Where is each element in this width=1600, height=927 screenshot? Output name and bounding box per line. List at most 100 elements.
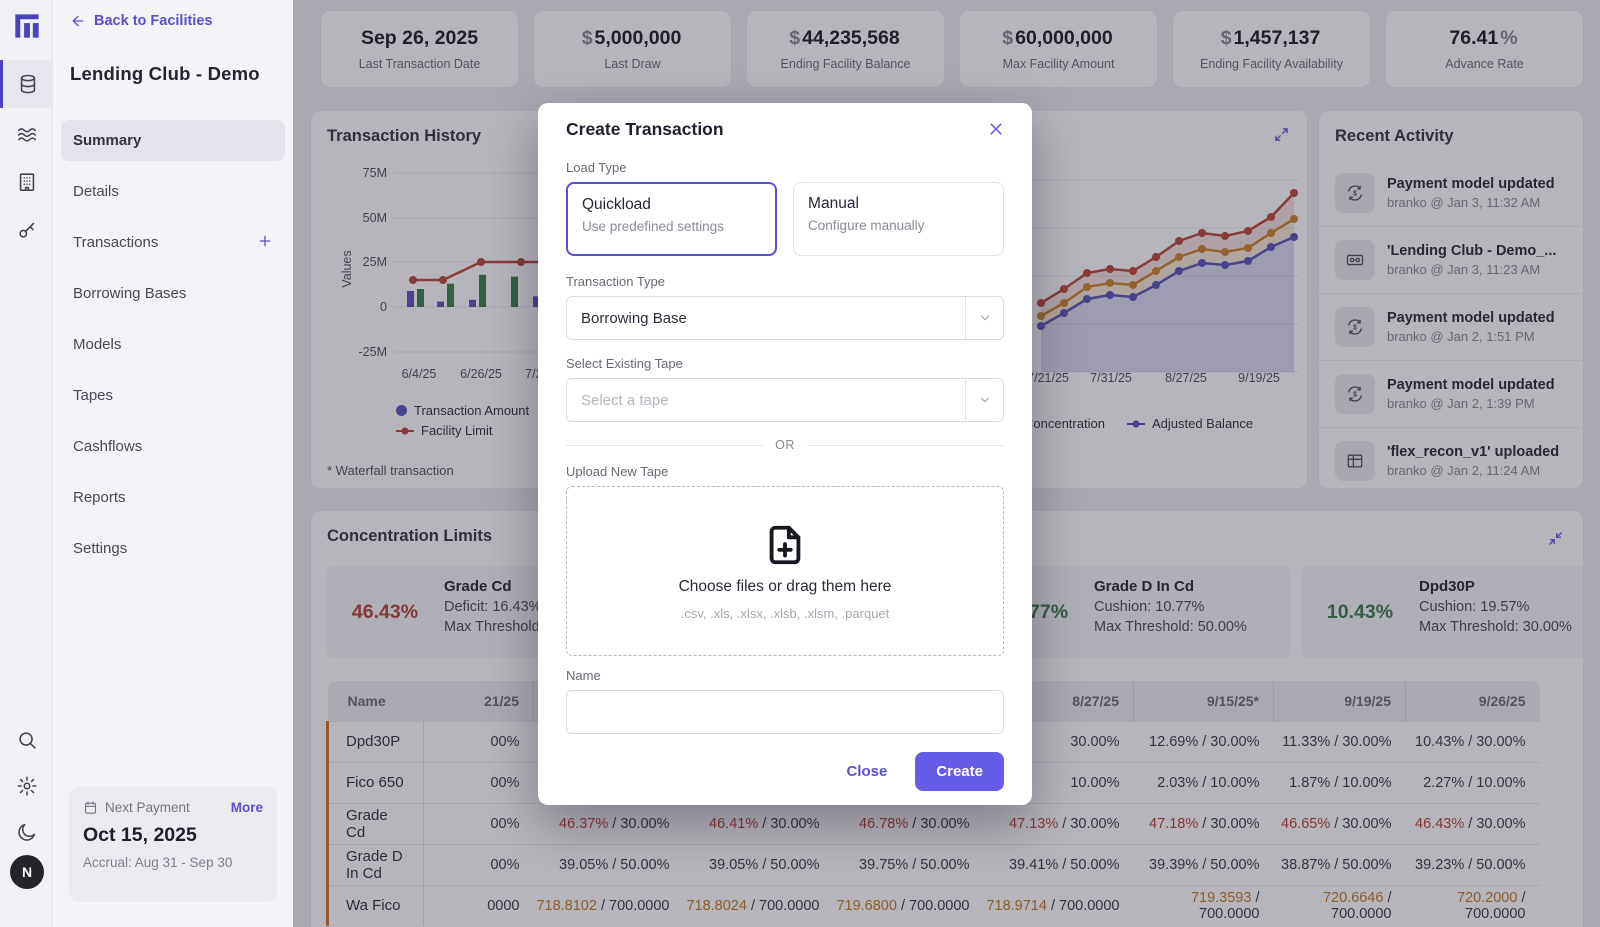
option-title: Manual: [808, 195, 859, 212]
stat-prefix: $: [1002, 27, 1014, 49]
activity-item[interactable]: 'flex_recon_v1' uploaded branko @ Jan 2, …: [1319, 427, 1583, 488]
panel-title: Recent Activity: [1335, 127, 1454, 145]
sidebar-item-models[interactable]: Models: [61, 324, 285, 365]
selected-value: Borrowing Base: [581, 309, 687, 327]
sidebar-item-settings[interactable]: Settings: [61, 528, 285, 569]
rail-item-settings[interactable]: [0, 762, 53, 810]
transaction-type-select[interactable]: Borrowing Base: [566, 296, 1004, 340]
quickload-option[interactable]: Quickload Use predefined settings: [566, 182, 778, 256]
file-dropzone[interactable]: Choose files or drag them here .csv, .xl…: [566, 486, 1004, 656]
rail-item-search[interactable]: [0, 716, 53, 764]
create-button[interactable]: Create: [915, 752, 1004, 791]
activity-item[interactable]: $ Payment model updated branko @ Jan 3, 11…: [1319, 159, 1583, 226]
activity-item[interactable]: 'Lending Club - Demo_... branko @ Jan 3, …: [1319, 226, 1583, 293]
y-tick: 0: [380, 300, 387, 314]
expand-icon[interactable]: [1274, 127, 1289, 147]
calendar-icon: [84, 801, 97, 814]
rail-item-facility[interactable]: [0, 60, 53, 108]
table-row: Wa Fico 0000 718.8102 / 700.0000 718.8024 /…: [326, 884, 1540, 926]
manual-option[interactable]: Manual Configure manually: [793, 182, 1004, 256]
tape-icon: [1346, 254, 1364, 266]
activity-meta: branko @ Jan 2, 11:24 AM: [1387, 463, 1541, 478]
activity-list: $ Payment model updated branko @ Jan 3, 11…: [1319, 159, 1583, 488]
sidebar-item-reports[interactable]: Reports: [61, 477, 285, 518]
close-button[interactable]: Close: [846, 763, 888, 780]
table-cell: 720.2000 / 700.0000: [1405, 884, 1540, 926]
option-title: Quickload: [582, 196, 651, 213]
upload-tape-label: Upload New Tape: [566, 464, 669, 479]
payment-refresh-icon: $: [1348, 386, 1362, 402]
app-logo-icon[interactable]: [13, 12, 41, 40]
close-icon[interactable]: [988, 121, 1004, 142]
activity-text: Payment model updated branko @ Jan 2, 1:3…: [1387, 377, 1555, 411]
sidebar-item-cashflows[interactable]: Cashflows: [61, 426, 285, 467]
chevron-down-icon: [980, 315, 989, 321]
nav-label: Cashflows: [73, 438, 143, 455]
table-cell: 46.65% / 30.00%: [1273, 802, 1406, 844]
svg-text:$: $: [1353, 189, 1357, 197]
activity-item[interactable]: $ Payment model updated branko @ Jan 2, 1:…: [1319, 360, 1583, 427]
stat-prefix: $: [581, 27, 593, 49]
icon-rail: N: [0, 0, 53, 927]
row-name: Wa Fico: [326, 884, 424, 926]
building-icon: [19, 173, 34, 192]
nav-label: Details: [73, 183, 119, 200]
arrow-left-icon: [72, 15, 84, 27]
rail-item-theme-toggle[interactable]: [0, 808, 53, 856]
table-cell: 718.9714 / 700.0000: [983, 884, 1134, 926]
sidebar-item-borrowing-bases[interactable]: Borrowing Bases: [61, 273, 285, 314]
limit-line: Deficit: 16.43%: [444, 599, 542, 615]
user-avatar[interactable]: N: [10, 855, 44, 889]
waterfall-footnote: * Waterfall transaction: [327, 463, 454, 478]
table-cell: 39.05% / 50.00%: [683, 843, 834, 885]
sidebar-item-tapes[interactable]: Tapes: [61, 375, 285, 416]
stat-prefix: $: [1220, 27, 1232, 49]
sidebar-item-transactions[interactable]: Transactions: [61, 222, 285, 263]
x-tick: 7/31/25: [1090, 371, 1132, 385]
database-icon: [20, 74, 36, 94]
next-payment-date: Oct 15, 2025: [83, 824, 197, 846]
load-type-options: Quickload Use predefined settings Manual…: [566, 182, 1004, 256]
existing-tape-select[interactable]: Select a tape: [566, 378, 1004, 422]
row-name: Fico 650: [326, 761, 424, 803]
activity-meta: branko @ Jan 2, 1:51 PM: [1387, 329, 1535, 344]
table-cell: 11.33% / 30.00%: [1273, 720, 1406, 762]
rail-item-organization[interactable]: [0, 158, 53, 206]
rail-item-access[interactable]: [0, 206, 53, 254]
history-legend: Transaction Amount Facility Limit: [396, 403, 529, 438]
next-payment-more-link[interactable]: More: [230, 800, 263, 815]
activity-icon-tile: [1335, 240, 1375, 280]
name-input[interactable]: [566, 690, 1004, 734]
add-transaction-button[interactable]: [257, 233, 273, 253]
activity-title: 'Lending Club - Demo_...: [1387, 243, 1557, 259]
moon-icon: [17, 823, 35, 841]
table-cell: 46.37% / 30.00%: [533, 802, 684, 844]
back-to-facilities-link[interactable]: Back to Facilities: [70, 13, 212, 29]
search-icon: [18, 732, 36, 749]
limit-line: Max Threshold: 30.00%: [1419, 619, 1572, 635]
activity-text: 'Lending Club - Demo_... branko @ Jan 3, …: [1387, 243, 1556, 277]
sidebar-item-summary[interactable]: Summary: [61, 120, 285, 161]
recent-activity-panel: Recent Activity $ Payment model updated br…: [1318, 110, 1584, 489]
column-header: 9/19/25: [1273, 681, 1406, 721]
stat-value: 76.41: [1449, 27, 1499, 49]
avatar-initial: N: [21, 864, 33, 880]
table-cell: 46.43% / 30.00%: [1405, 802, 1540, 844]
limit-value: 10.43%: [1326, 600, 1394, 623]
limit-name: Grade Cd: [444, 578, 512, 595]
collapse-icon[interactable]: [1548, 531, 1563, 551]
table-cell: 38.87% / 50.00%: [1273, 843, 1406, 885]
rail-item-cashflows[interactable]: [0, 110, 53, 158]
stat-label: Last Draw: [604, 57, 661, 71]
table-cell: 12.69% / 30.00%: [1133, 720, 1274, 762]
sidebar-item-details[interactable]: Details: [61, 171, 285, 212]
legend-marker: [396, 427, 414, 434]
activity-item[interactable]: $ Payment model updated branko @ Jan 2, 1:…: [1319, 293, 1583, 360]
table-cell: 00%: [423, 761, 534, 803]
legend-label: Transaction Amount: [414, 403, 530, 418]
name-label: Name: [566, 668, 601, 683]
table-cell: 47.18% / 30.00%: [1133, 802, 1274, 844]
table-cell: 46.41% / 30.00%: [683, 802, 834, 844]
table-cell: 39.23% / 50.00%: [1405, 843, 1540, 885]
next-payment-card: Next Payment More Oct 15, 2025 Accrual: …: [69, 787, 277, 902]
